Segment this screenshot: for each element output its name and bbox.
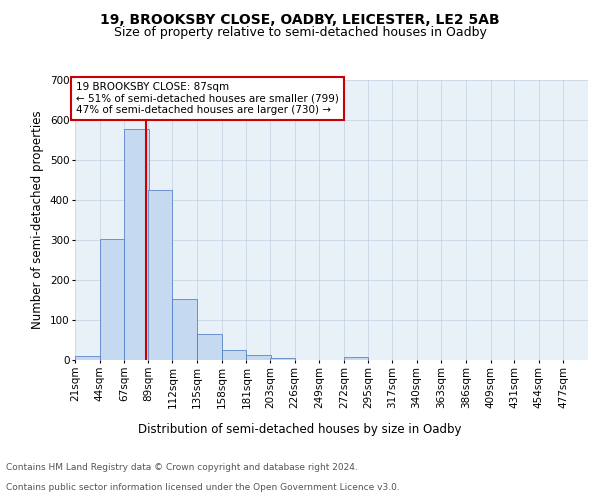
Bar [148,190,172,360]
Bar [124,129,149,360]
Y-axis label: Number of semi-detached properties: Number of semi-detached properties [31,110,44,330]
Text: Contains public sector information licensed under the Open Government Licence v3: Contains public sector information licen… [6,484,400,492]
Text: Contains HM Land Registry data © Crown copyright and database right 2024.: Contains HM Land Registry data © Crown c… [6,464,358,472]
Text: 19, BROOKSBY CLOSE, OADBY, LEICESTER, LE2 5AB: 19, BROOKSBY CLOSE, OADBY, LEICESTER, LE… [100,12,500,26]
Bar [100,239,124,360]
Bar [344,357,368,360]
Text: Distribution of semi-detached houses by size in Oadby: Distribution of semi-detached houses by … [138,422,462,436]
Text: Size of property relative to semi-detached houses in Oadby: Size of property relative to semi-detach… [113,26,487,39]
Bar [270,358,295,360]
Bar [222,350,247,360]
Bar [247,355,271,360]
Bar [172,299,197,360]
Bar [75,356,100,360]
Text: 19 BROOKSBY CLOSE: 87sqm
← 51% of semi-detached houses are smaller (799)
47% of : 19 BROOKSBY CLOSE: 87sqm ← 51% of semi-d… [76,82,339,115]
Bar [197,334,222,360]
